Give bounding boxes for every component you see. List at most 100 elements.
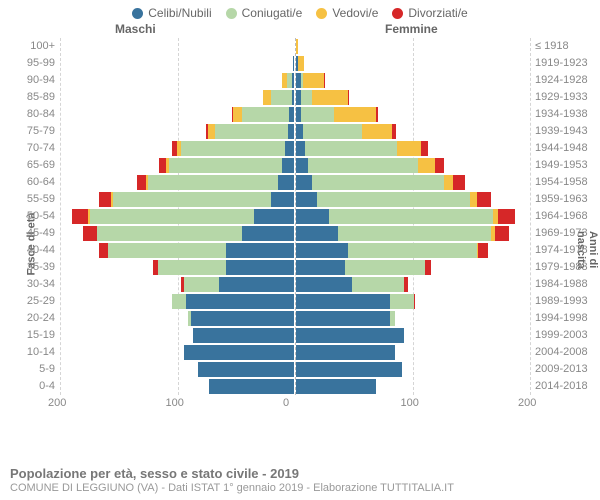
age-label: 80-84 <box>0 108 55 120</box>
bar-segment <box>193 328 294 343</box>
x-tick-label: 0 <box>283 397 289 409</box>
pyramid-row: 15-191999-2003 <box>60 327 530 344</box>
bar-segment <box>288 124 294 139</box>
pyramid-row: 25-291989-1993 <box>60 293 530 310</box>
bar-segment <box>296 311 390 326</box>
bar-segment <box>233 107 242 122</box>
bar-segment <box>301 107 334 122</box>
x-tick-label: 100 <box>401 397 419 409</box>
pyramid-row: 45-491969-1973 <box>60 225 530 242</box>
bar-segment <box>392 124 396 139</box>
bar-segment <box>159 158 166 173</box>
pyramid-row: 95-991919-1923 <box>60 55 530 72</box>
bar-segment <box>301 90 313 105</box>
bar-segment <box>348 243 477 258</box>
birth-year-label: 1924-1928 <box>535 74 595 86</box>
bar-segment <box>477 192 491 207</box>
bar-segment <box>242 226 294 241</box>
age-label: 60-64 <box>0 176 55 188</box>
legend-label: Vedovi/e <box>332 6 378 20</box>
bar-segment <box>296 175 312 190</box>
bar-segment <box>352 277 404 292</box>
age-label: 65-69 <box>0 159 55 171</box>
bar-segment <box>338 226 491 241</box>
bar-female <box>296 277 408 292</box>
bar-segment <box>397 141 421 156</box>
bar-segment <box>292 73 294 88</box>
bar-segment <box>72 209 88 224</box>
birth-year-label: 1959-1963 <box>535 193 595 205</box>
bar-segment <box>418 158 434 173</box>
bar-segment <box>296 362 402 377</box>
age-label: 100+ <box>0 40 55 52</box>
pyramid-row: 60-641954-1958 <box>60 174 530 191</box>
birth-year-label: 1949-1953 <box>535 159 595 171</box>
bar-segment <box>191 311 294 326</box>
age-label: 10-14 <box>0 346 55 358</box>
legend-item: Divorziati/e <box>392 6 467 20</box>
bar-segment <box>296 226 338 241</box>
bar-male <box>193 328 294 343</box>
bar-segment <box>296 294 390 309</box>
age-label: 70-74 <box>0 142 55 154</box>
x-tick-label: 200 <box>48 397 66 409</box>
bar-segment <box>219 277 294 292</box>
bar-female <box>296 362 402 377</box>
bar-female <box>296 56 304 71</box>
rows-container: 100+≤ 191895-991919-192390-941924-192885… <box>60 38 530 395</box>
pyramid-row: 0-42014-2018 <box>60 378 530 395</box>
legend-item: Vedovi/e <box>316 6 378 20</box>
bar-male <box>83 226 294 241</box>
birth-year-label: 1939-1943 <box>535 125 595 137</box>
bar-segment <box>99 243 108 258</box>
bar-segment <box>376 107 378 122</box>
bar-male <box>209 379 294 394</box>
birth-year-label: 1994-1998 <box>535 312 595 324</box>
age-label: 95-99 <box>0 57 55 69</box>
bar-segment <box>181 141 284 156</box>
bar-female <box>296 39 298 54</box>
bar-segment <box>296 192 317 207</box>
bar-female <box>296 107 378 122</box>
bar-segment <box>198 362 294 377</box>
bar-female <box>296 311 395 326</box>
population-pyramid: Fasce di età Anni di nascita 100+≤ 19189… <box>0 38 600 438</box>
pyramid-row: 65-691949-1953 <box>60 157 530 174</box>
birth-year-label: 1929-1933 <box>535 91 595 103</box>
bar-segment <box>305 141 397 156</box>
pyramid-row: 40-441974-1978 <box>60 242 530 259</box>
age-label: 15-19 <box>0 329 55 341</box>
bar-segment <box>226 243 294 258</box>
bar-segment <box>209 379 294 394</box>
bar-segment <box>271 192 295 207</box>
bar-segment <box>215 124 288 139</box>
bar-segment <box>296 328 404 343</box>
x-tick-label: 100 <box>166 397 184 409</box>
header-female: Femmine <box>385 22 438 36</box>
bar-male <box>184 345 294 360</box>
header-male: Maschi <box>115 22 156 36</box>
bar-male <box>137 175 294 190</box>
bar-segment <box>296 124 303 139</box>
bar-segment <box>425 260 431 275</box>
bar-segment <box>293 56 294 71</box>
bar-male <box>206 124 294 139</box>
legend-swatch <box>226 8 237 19</box>
bar-male <box>99 192 294 207</box>
chart-title: Popolazione per età, sesso e stato civil… <box>10 466 454 481</box>
bar-segment <box>317 192 470 207</box>
chart-area: 100+≤ 191895-991919-192390-941924-192885… <box>60 38 530 418</box>
birth-year-label: 1969-1973 <box>535 227 595 239</box>
bar-male <box>172 294 294 309</box>
bar-female <box>296 243 488 258</box>
bar-segment <box>184 277 219 292</box>
bar-male <box>263 90 294 105</box>
legend-label: Divorziati/e <box>408 6 467 20</box>
birth-year-label: 2009-2013 <box>535 363 595 375</box>
chart-subtitle: COMUNE DI LEGGIUNO (VA) - Dati ISTAT 1° … <box>10 482 454 494</box>
legend-item: Coniugati/e <box>226 6 303 20</box>
bar-female <box>296 175 465 190</box>
bar-segment <box>296 158 308 173</box>
bar-segment <box>263 90 270 105</box>
age-label: 20-24 <box>0 312 55 324</box>
